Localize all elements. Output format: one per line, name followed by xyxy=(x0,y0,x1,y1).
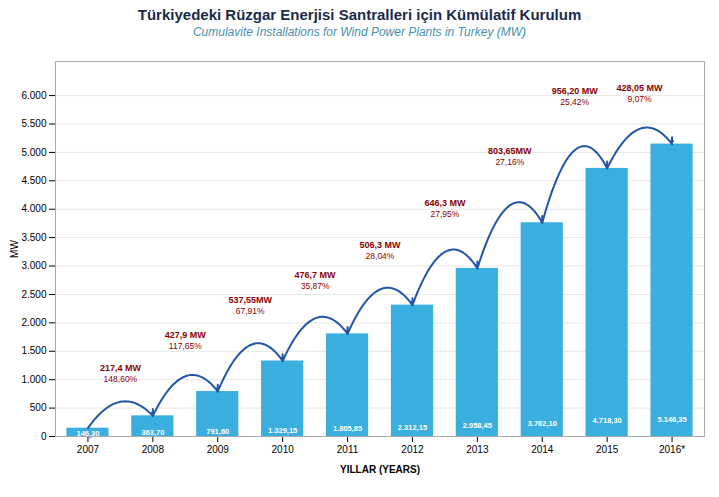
svg-text:956,20 MW: 956,20 MW xyxy=(552,86,599,96)
svg-text:427,9 MW: 427,9 MW xyxy=(165,330,207,340)
svg-text:5.146,35: 5.146,35 xyxy=(657,415,686,424)
svg-text:9,07%: 9,07% xyxy=(628,94,653,104)
svg-text:2013: 2013 xyxy=(466,444,489,455)
svg-text:3.000: 3.000 xyxy=(21,260,46,271)
svg-text:428,05 MW: 428,05 MW xyxy=(617,83,664,93)
svg-text:35,87%: 35,87% xyxy=(301,281,330,291)
svg-text:791,60: 791,60 xyxy=(206,427,229,436)
svg-text:2.000: 2.000 xyxy=(21,317,46,328)
svg-text:4.718,30: 4.718,30 xyxy=(593,416,622,425)
svg-text:146,30: 146,30 xyxy=(76,429,100,439)
svg-text:0: 0 xyxy=(41,431,47,442)
svg-text:1.805,85: 1.805,85 xyxy=(333,424,362,433)
svg-text:28,04%: 28,04% xyxy=(366,251,395,261)
svg-text:5.000: 5.000 xyxy=(21,147,46,158)
svg-text:2009: 2009 xyxy=(207,444,230,455)
svg-text:148,60%: 148,60% xyxy=(104,374,138,384)
svg-text:537,55MW: 537,55MW xyxy=(228,295,272,305)
svg-text:3.762,10: 3.762,10 xyxy=(528,419,557,428)
svg-text:4.000: 4.000 xyxy=(21,203,46,214)
svg-text:2016*: 2016* xyxy=(659,444,685,455)
svg-text:2.312,15: 2.312,15 xyxy=(398,423,427,432)
svg-text:2.958,45: 2.958,45 xyxy=(463,421,492,430)
svg-text:2.500: 2.500 xyxy=(21,289,46,300)
svg-text:2015: 2015 xyxy=(596,444,619,455)
svg-text:67,91%: 67,91% xyxy=(236,306,265,316)
svg-text:2010: 2010 xyxy=(272,444,295,455)
svg-text:500: 500 xyxy=(30,402,47,413)
svg-text:YILLAR (YEARS): YILLAR (YEARS) xyxy=(340,464,420,475)
svg-text:803,65MW: 803,65MW xyxy=(488,146,532,156)
svg-text:217,4 MW: 217,4 MW xyxy=(100,363,142,373)
svg-text:117,65%: 117,65% xyxy=(169,341,202,351)
svg-text:363,70: 363,70 xyxy=(141,428,165,438)
svg-text:1.329,15: 1.329,15 xyxy=(268,426,297,435)
svg-text:27,95%: 27,95% xyxy=(430,209,459,219)
svg-text:2008: 2008 xyxy=(142,444,165,455)
svg-text:2011: 2011 xyxy=(337,444,359,455)
svg-text:2014: 2014 xyxy=(531,444,554,455)
svg-text:2012: 2012 xyxy=(401,444,424,455)
svg-text:25,42%: 25,42% xyxy=(560,97,589,107)
html-text:Türkiyedeki Rüzgar Enerjisi Sa: Türkiyedeki Rüzgar Enerjisi Santralleri … xyxy=(137,6,582,23)
svg-text:2007: 2007 xyxy=(77,444,100,455)
svg-text:MW: MW xyxy=(9,240,20,258)
svg-text:1.500: 1.500 xyxy=(21,345,46,356)
svg-text:5.500: 5.500 xyxy=(21,118,46,129)
svg-text:6.000: 6.000 xyxy=(21,90,46,101)
svg-text:1.000: 1.000 xyxy=(21,374,46,385)
svg-text:646,3 MW: 646,3 MW xyxy=(424,198,466,208)
svg-text:506,3 MW: 506,3 MW xyxy=(359,240,401,250)
svg-text:476,7 MW: 476,7 MW xyxy=(295,270,337,280)
html-text:Cumulavite Installations for W: Cumulavite Installations for Wind Power … xyxy=(192,25,526,39)
svg-text:27,16%: 27,16% xyxy=(495,157,524,167)
svg-text:4.500: 4.500 xyxy=(21,175,46,186)
svg-text:3.500: 3.500 xyxy=(21,232,46,243)
